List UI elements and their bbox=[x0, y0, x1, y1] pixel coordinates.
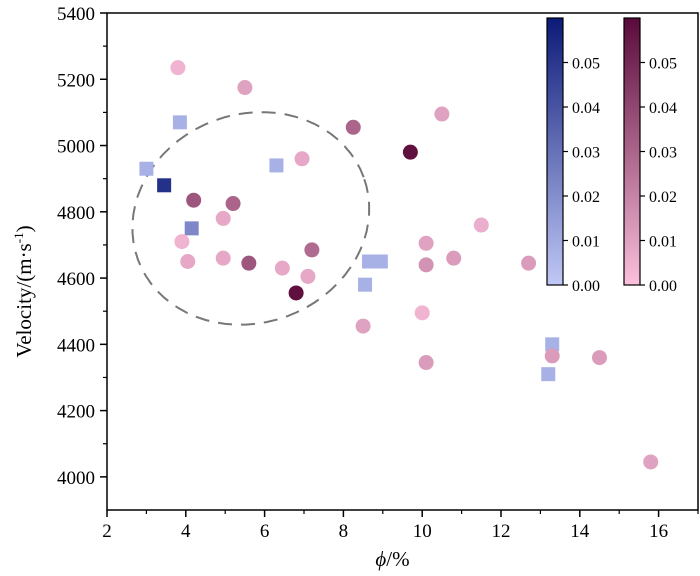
data-point-circle bbox=[643, 454, 659, 470]
x-axis-ticks: 2 4 6 8 10 12 14 16 bbox=[102, 510, 699, 542]
data-point-square bbox=[172, 115, 187, 130]
colorbar-tick-label: 0.00 bbox=[649, 278, 677, 295]
colorbar-gradient bbox=[623, 17, 641, 286]
x-tick-label: 14 bbox=[570, 521, 590, 542]
circle-series bbox=[170, 60, 659, 470]
colorbar-tick-label: 0.00 bbox=[572, 278, 600, 295]
colorbar-tick-label: 0.01 bbox=[572, 234, 600, 251]
data-point-circle bbox=[414, 305, 430, 321]
square-series bbox=[139, 115, 560, 382]
colorbar-tick-label: 0.02 bbox=[649, 189, 677, 206]
data-point-circle bbox=[304, 242, 320, 258]
data-point-square bbox=[269, 158, 284, 173]
cluster-ellipse bbox=[131, 111, 371, 326]
colorbar-gradient bbox=[546, 17, 564, 286]
colorbar-tick-label: 0.03 bbox=[649, 145, 677, 162]
colorbar-square: 0.00 0.01 0.02 0.03 0.04 0.05 bbox=[546, 17, 600, 295]
y-tick-label: 5400 bbox=[57, 4, 95, 25]
colorbar-tick-label: 0.01 bbox=[649, 234, 677, 251]
data-point-circle bbox=[300, 268, 316, 284]
y-axis-title: Velocity/(m·s-1) bbox=[11, 225, 36, 357]
data-point-circle bbox=[418, 355, 434, 371]
data-point-circle bbox=[186, 192, 202, 208]
data-point-circle bbox=[418, 257, 434, 273]
data-point-square bbox=[184, 221, 199, 236]
colorbar-tick-label: 0.04 bbox=[649, 100, 677, 117]
y-tick-label: 4800 bbox=[57, 203, 95, 224]
y-tick-label: 5200 bbox=[57, 70, 95, 91]
y-tick-label: 4000 bbox=[57, 468, 95, 489]
x-axis-unit: /% bbox=[386, 547, 409, 571]
data-point-circle bbox=[446, 250, 462, 266]
data-point-circle bbox=[174, 234, 190, 250]
colorbar-tick-label: 0.02 bbox=[572, 189, 600, 206]
y-tick-label: 4400 bbox=[57, 335, 95, 356]
data-point-circle bbox=[241, 255, 257, 271]
data-point-square bbox=[139, 161, 154, 176]
x-axis-symbol: ϕ bbox=[375, 547, 386, 571]
x-axis-title: ϕ/% bbox=[375, 547, 409, 571]
data-point-circle bbox=[355, 318, 371, 334]
x-tick-label: 8 bbox=[339, 521, 349, 542]
colorbar-tick-label: 0.05 bbox=[572, 56, 600, 73]
data-point-circle bbox=[237, 80, 253, 96]
colorbar-circle: 0.00 0.01 0.02 0.03 0.04 0.05 bbox=[623, 17, 677, 295]
data-point-circle bbox=[544, 348, 560, 364]
data-point-square bbox=[362, 254, 377, 269]
plot-frame bbox=[106, 12, 699, 511]
x-tick-label: 4 bbox=[181, 521, 191, 542]
data-point-square bbox=[545, 337, 560, 352]
data-point-circle bbox=[274, 260, 290, 276]
x-tick-label: 2 bbox=[102, 521, 112, 542]
y-axis-title-sup: -1 bbox=[11, 232, 26, 243]
y-axis-title-main: Velocity/(m·s bbox=[12, 243, 36, 357]
x-tick-label: 10 bbox=[413, 521, 432, 542]
data-point-circle bbox=[288, 285, 304, 301]
data-point-square bbox=[541, 367, 556, 382]
y-axis-ticks: 4000 4200 4400 4600 4800 5000 5200 5400 bbox=[57, 4, 107, 489]
y-tick-label: 4200 bbox=[57, 402, 95, 423]
y-axis-title-end: ) bbox=[12, 225, 36, 232]
data-point-square bbox=[373, 254, 388, 269]
data-point-circle bbox=[215, 250, 231, 266]
colorbar-tick-label: 0.03 bbox=[572, 145, 600, 162]
data-point-circle bbox=[592, 350, 607, 366]
data-point-circle bbox=[180, 254, 196, 269]
data-point-square bbox=[157, 178, 172, 193]
data-point-circle bbox=[225, 196, 241, 212]
data-point-circle bbox=[215, 210, 231, 226]
colorbar-tick-label: 0.05 bbox=[649, 56, 677, 73]
data-point-circle bbox=[521, 255, 537, 271]
colorbar-tick-label: 0.04 bbox=[572, 100, 600, 117]
y-tick-label: 4600 bbox=[57, 269, 95, 290]
data-point-circle bbox=[473, 217, 489, 233]
y-tick-label: 5000 bbox=[57, 137, 95, 158]
data-point-circle bbox=[434, 106, 450, 122]
x-tick-label: 6 bbox=[260, 521, 270, 542]
data-point-circle bbox=[294, 151, 310, 167]
data-point-circle bbox=[345, 119, 361, 135]
data-point-circle bbox=[402, 144, 418, 160]
data-point-square bbox=[358, 277, 373, 292]
colorbars: 0.00 0.01 0.02 0.03 0.04 0.05 0.00 0.01 0.02 0.03… bbox=[546, 17, 677, 295]
x-tick-label: 16 bbox=[649, 521, 668, 542]
data-point-circle bbox=[418, 235, 434, 251]
data-point-circle bbox=[170, 60, 186, 76]
x-tick-label: 12 bbox=[492, 521, 511, 542]
